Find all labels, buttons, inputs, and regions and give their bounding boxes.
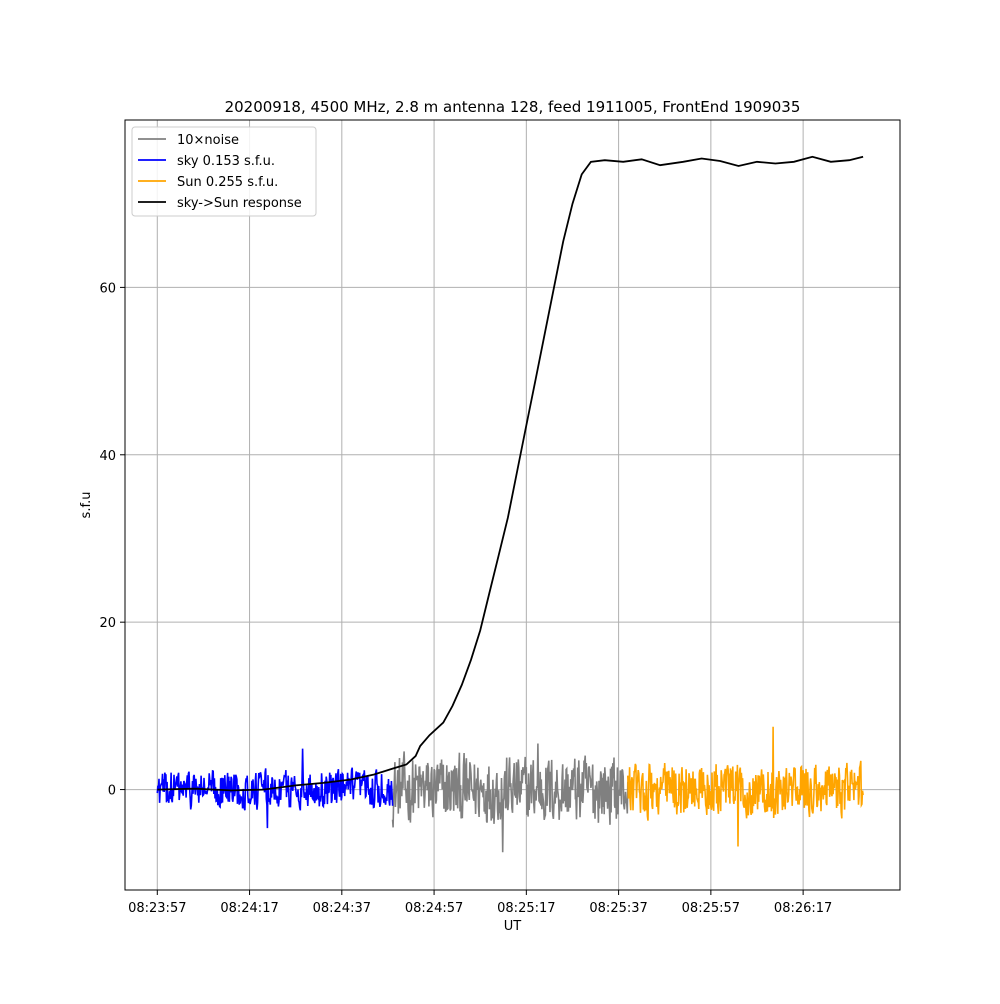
x-axis-label: UT	[504, 919, 522, 934]
x-tick-label: 08:24:17	[220, 901, 278, 916]
legend: 10×noise sky 0.153 s.f.u. Sun 0.255 s.f.u.…	[131, 126, 317, 217]
chart-title: 20200918, 4500 MHz, 2.8 m antenna 128, f…	[225, 98, 801, 116]
x-tick-label: 08:24:57	[405, 901, 463, 916]
series-line-noise-2	[627, 726, 864, 847]
y-axis-label: s.f.u	[79, 492, 94, 519]
legend-box	[131, 126, 317, 217]
series-line-noise-1	[156, 748, 394, 829]
plot-frame	[124, 119, 901, 891]
y-tick-label: 0	[108, 784, 116, 799]
x-tick-label: 08:25:57	[682, 901, 740, 916]
series-line-noise-0	[391, 743, 629, 853]
x-tick-label: 08:26:17	[774, 901, 832, 916]
legend-label: sky 0.153 s.f.u.	[177, 154, 275, 169]
axis-ticks: 08:23:57 08:24:17 08:24:37 08:24:57 08:25:17…	[99, 281, 832, 916]
series-line-response	[157, 155, 864, 792]
series-layer	[156, 155, 864, 853]
x-tick-label: 08:23:57	[128, 901, 186, 916]
y-tick-label: 60	[99, 281, 116, 296]
legend-label: 10×noise	[177, 133, 239, 148]
x-tick-label: 08:25:17	[497, 901, 555, 916]
x-tick-label: 08:24:37	[313, 901, 371, 916]
y-tick-label: 40	[99, 449, 116, 464]
y-tick-label: 20	[99, 616, 116, 631]
legend-label: Sun 0.255 s.f.u.	[177, 175, 278, 190]
legend-label: sky->Sun response	[177, 196, 302, 211]
grid-lines	[125, 120, 900, 890]
x-tick-label: 08:25:37	[589, 901, 647, 916]
